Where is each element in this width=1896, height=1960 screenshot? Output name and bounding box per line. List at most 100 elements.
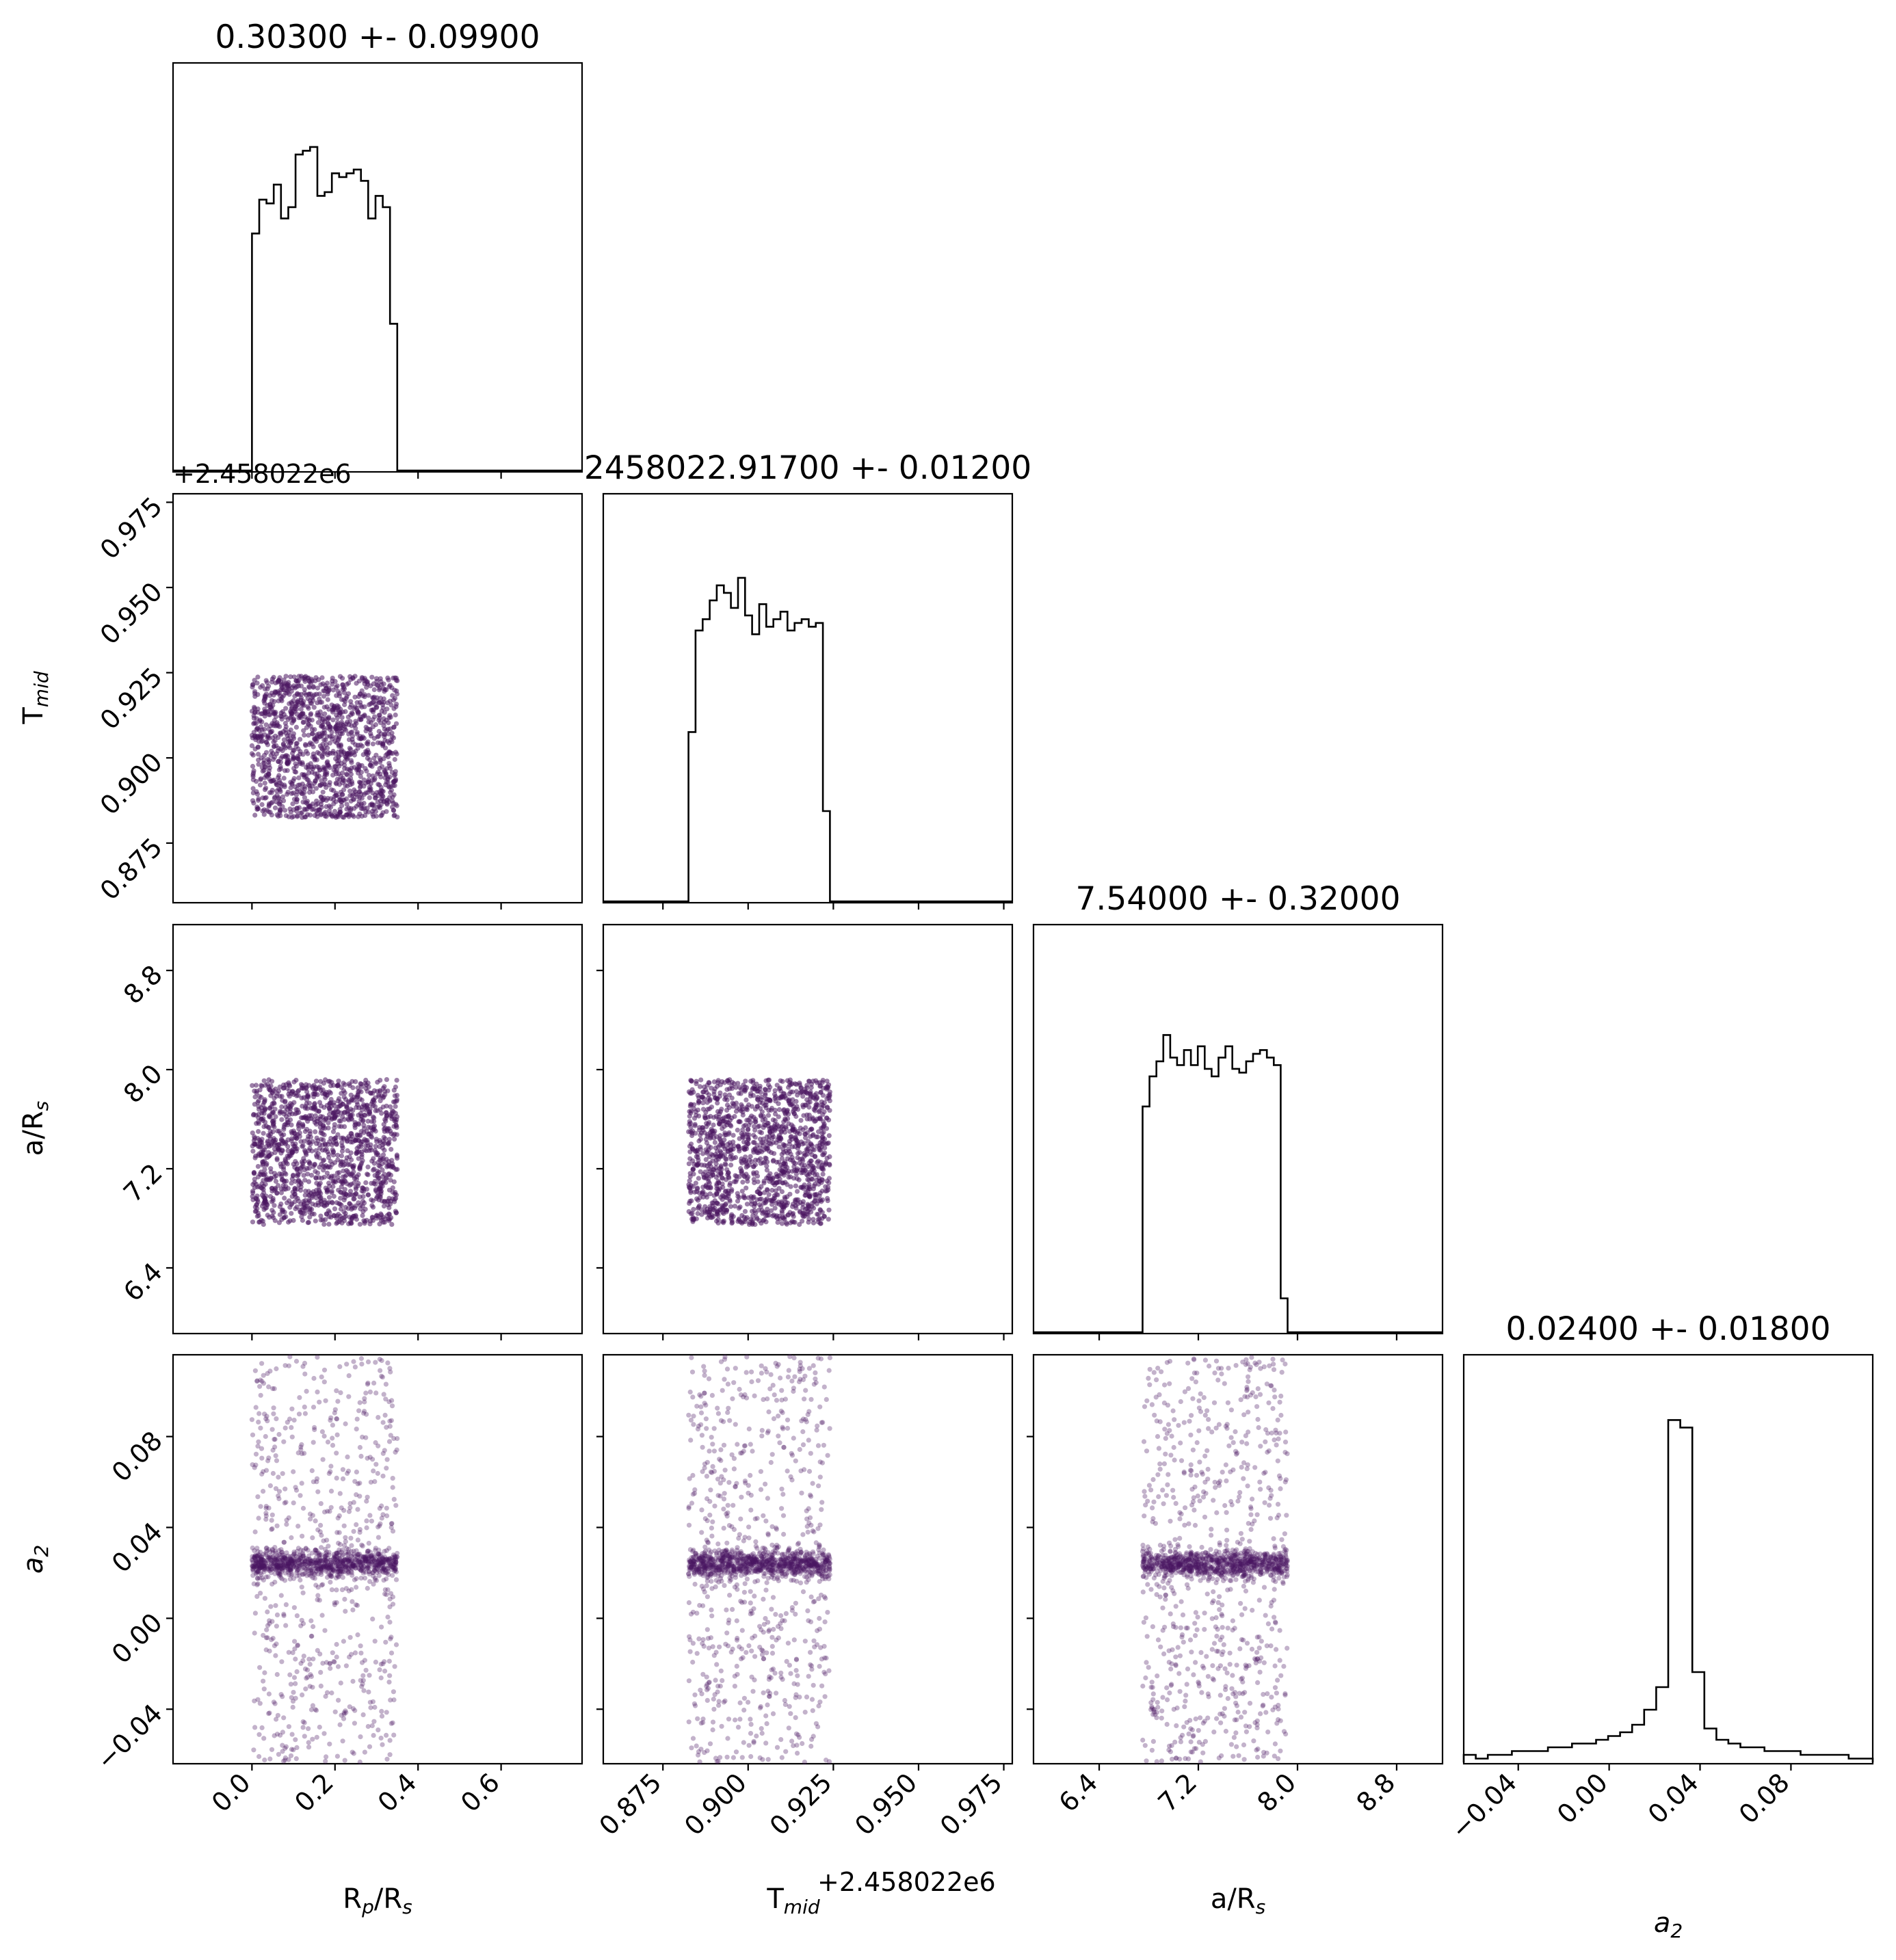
scatter-point: [267, 1756, 273, 1762]
scatter-point: [367, 1107, 373, 1112]
panel-0-0: 0.30300 +- 0.09900: [172, 18, 583, 479]
scatter-point: [365, 1138, 370, 1143]
scatter-point: [374, 1213, 380, 1218]
scatter-points: [249, 674, 400, 820]
scatter-point: [263, 785, 269, 791]
scatter-point: [358, 1650, 364, 1656]
scatter-point: [272, 1643, 277, 1649]
scatter-point: [695, 1107, 700, 1113]
scatter-point: [369, 1158, 375, 1164]
scatter-point: [267, 1648, 272, 1654]
scatter-point: [256, 1515, 261, 1521]
scatter-point: [370, 1091, 376, 1096]
scatter-point: [271, 1210, 276, 1215]
scatter-point: [800, 1199, 806, 1204]
scatter-point: [375, 1150, 380, 1156]
scatter-point: [274, 1612, 280, 1617]
scatter-point: [317, 1724, 322, 1730]
scatter-point: [272, 738, 278, 743]
scatter-point: [293, 1178, 298, 1184]
scatter-point: [252, 1094, 258, 1100]
scatter-point: [367, 757, 373, 763]
scatter-point: [795, 1197, 801, 1202]
scatter-point: [294, 741, 300, 746]
scatter-point: [703, 1192, 709, 1197]
scatter-point: [299, 1585, 304, 1590]
scatter-point: [307, 1161, 313, 1166]
scatter-point: [752, 1119, 758, 1124]
scatter-point: [313, 1218, 318, 1223]
scatter-point: [806, 1100, 811, 1105]
scatter-point: [359, 1160, 365, 1166]
scatter-point: [821, 1214, 827, 1219]
scatter-point: [334, 726, 340, 731]
scatter-point: [289, 1136, 295, 1141]
scatter-point: [303, 743, 308, 748]
scatter-point: [280, 1471, 285, 1476]
scatter-point: [300, 1692, 305, 1697]
scatter-point: [315, 1151, 321, 1156]
scatter-point: [391, 1165, 397, 1171]
scatter-point: [250, 786, 256, 791]
scatter-point: [293, 1077, 299, 1083]
scatter-point: [314, 734, 320, 739]
scatter-point: [344, 802, 350, 807]
scatter-point: [338, 743, 343, 749]
scatter-point: [281, 1613, 287, 1619]
scatter-point: [779, 1208, 785, 1213]
scatter-point: [339, 1202, 344, 1208]
scatter-point: [714, 1218, 720, 1224]
scatter-point: [369, 1180, 374, 1186]
scatter-point: [265, 1133, 271, 1138]
scatter-point: [296, 1126, 302, 1132]
scatter-point: [357, 784, 363, 790]
scatter-point: [261, 1124, 267, 1129]
scatter-point: [763, 1139, 769, 1144]
scatter-point: [293, 1206, 298, 1212]
scatter-point: [343, 1608, 348, 1614]
scatter-point: [274, 1624, 279, 1629]
scatter-point: [274, 782, 279, 787]
scatter-point: [285, 761, 290, 767]
scatter-point: [259, 1143, 265, 1148]
scatter-point: [356, 1088, 362, 1094]
scatter-point: [707, 1120, 712, 1125]
scatter-point: [826, 1176, 832, 1181]
scatter-point: [724, 1122, 730, 1128]
scatter-point: [269, 1078, 275, 1084]
scatter-point: [364, 1525, 369, 1531]
scatter-point: [351, 1359, 356, 1364]
scatter-point: [387, 1217, 393, 1222]
scatter-point: [824, 1115, 830, 1121]
scatter-point: [819, 1199, 824, 1204]
scatter-point: [343, 1210, 348, 1216]
scatter-point: [797, 1150, 802, 1155]
scatter-point: [703, 1137, 709, 1142]
scatter-point: [331, 801, 337, 806]
scatter-point: [310, 1736, 315, 1742]
scatter-point: [371, 707, 377, 713]
scatter-point: [270, 1129, 276, 1135]
scatter-point: [701, 1084, 707, 1089]
scatter-point: [827, 1108, 832, 1113]
scatter-point: [286, 1724, 291, 1730]
scatter-point: [345, 714, 351, 720]
scatter-point: [272, 1096, 277, 1101]
scatter-point: [255, 806, 261, 812]
scatter-point: [321, 745, 327, 751]
scatter-point: [294, 1111, 300, 1116]
scatter-point: [288, 674, 293, 680]
scatter-point: [298, 1187, 304, 1193]
scatter-point: [808, 1096, 813, 1101]
scatter-point: [289, 700, 294, 705]
scatter-point: [340, 1174, 345, 1180]
scatter-point: [320, 681, 326, 687]
scatter-point: [292, 1188, 298, 1193]
scatter-point: [302, 1193, 308, 1198]
scatter-point: [269, 787, 275, 793]
scatter-point: [363, 1390, 369, 1396]
scatter-point: [339, 1220, 345, 1226]
scatter-point: [273, 1086, 278, 1091]
scatter-point: [291, 716, 296, 721]
scatter-point: [252, 1171, 257, 1176]
